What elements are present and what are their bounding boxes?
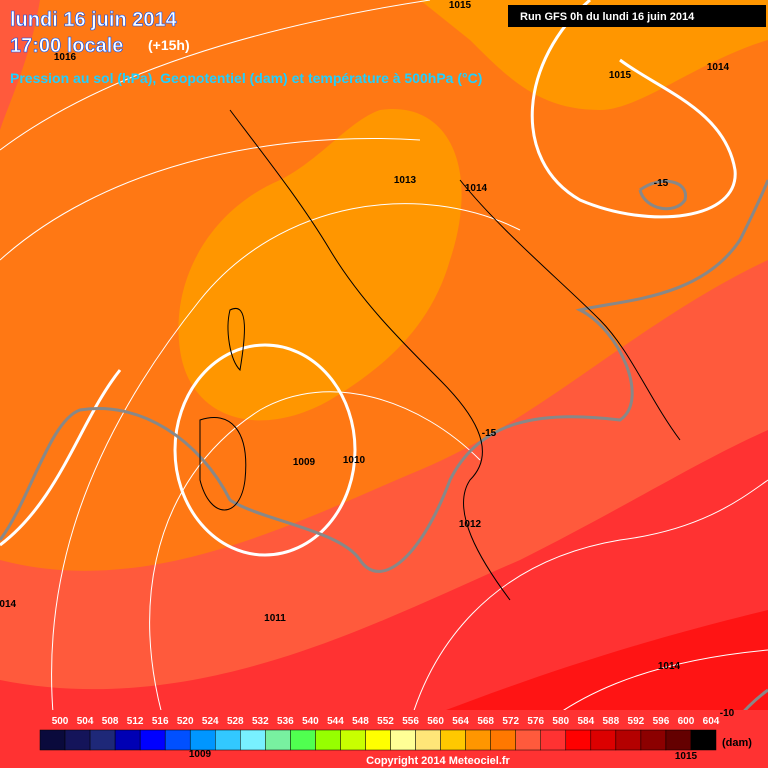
legend-label: 568 [477, 716, 494, 727]
map-label: -15 [482, 428, 497, 439]
map-label: 1015 [675, 751, 698, 762]
map-label: -10 [720, 708, 735, 719]
legend-swatch [590, 729, 617, 751]
map-label: 1015 [449, 0, 472, 11]
date: lundi 16 juin 2014 [10, 9, 178, 31]
map-label: 1014 [0, 599, 17, 610]
legend-label: 596 [653, 716, 670, 727]
legend-swatch [690, 729, 717, 751]
legend-label: 540 [302, 716, 319, 727]
map-label: 1016 [54, 52, 77, 63]
map-label: 1010 [343, 455, 366, 466]
legend-swatch [665, 729, 692, 751]
legend-label: 548 [352, 716, 369, 727]
legend-swatch [440, 729, 466, 751]
legend-swatch [89, 729, 116, 751]
legend-swatch [139, 729, 166, 751]
cool-band [0, 0, 40, 130]
map-label: 1011 [264, 613, 286, 624]
legend-label: 564 [452, 716, 469, 727]
legend-label: 544 [327, 716, 344, 727]
legend-swatch [189, 729, 216, 751]
legend-swatch [465, 729, 491, 751]
warm-band [420, 0, 768, 110]
map-label: 1009 [293, 457, 316, 468]
legend-label: 532 [252, 716, 269, 727]
legend-swatch [615, 729, 642, 751]
map-label: 1014 [658, 661, 681, 672]
run-box [508, 5, 766, 27]
map-label: 1014 [707, 62, 730, 73]
legend-swatch [640, 729, 667, 751]
map-label: 1009 [189, 749, 212, 760]
legend-label: 528 [227, 716, 244, 727]
legend-swatch [265, 729, 291, 751]
legend-swatch [565, 729, 592, 751]
main-isobars [0, 0, 737, 557]
time: 17:00 locale [10, 35, 123, 57]
legend-swatch [240, 729, 266, 751]
legend-label: 584 [577, 716, 594, 727]
legend-label: 508 [102, 716, 119, 727]
legend-label: 588 [603, 716, 620, 727]
legend-label: 516 [152, 716, 169, 727]
map-label: 1012 [459, 519, 482, 530]
map-label: 1014 [465, 183, 488, 194]
legend-swatch [540, 729, 567, 751]
legend-swatch [290, 729, 316, 751]
warm-core [178, 109, 462, 421]
legend-label: 512 [127, 716, 144, 727]
legend-swatch [164, 729, 191, 751]
legend-label: 592 [628, 716, 645, 727]
legend-label: 576 [527, 716, 544, 727]
legend-swatch [215, 729, 241, 751]
legend-label: 604 [703, 716, 720, 727]
legend-swatch [114, 729, 141, 751]
legend-swatch [39, 729, 66, 751]
offset: (+15h) [148, 37, 190, 53]
legend-label: 500 [52, 716, 69, 727]
legend-label: 560 [427, 716, 444, 727]
legend-swatch [415, 729, 441, 751]
run-info: Run GFS 0h du lundi 16 juin 2014 [520, 11, 695, 23]
map-label: 1013 [394, 175, 417, 186]
legend-label: 600 [678, 716, 695, 727]
legend-label: 572 [502, 716, 519, 727]
legend-label: 504 [77, 716, 94, 727]
legend-label: 556 [402, 716, 419, 727]
map-label: -15 [654, 178, 669, 189]
legend-swatch [515, 729, 541, 751]
map-label: 1015 [609, 70, 632, 81]
coastlines [199, 109, 681, 601]
legend-swatch [365, 729, 391, 751]
legend-swatch [315, 729, 341, 751]
copyright: Copyright 2014 Meteociel.fr [366, 755, 510, 767]
legend-label: 536 [277, 716, 294, 727]
legend-swatch [390, 729, 416, 751]
legend-swatch [490, 729, 516, 751]
legend-swatch [64, 729, 91, 751]
legend-label: 520 [177, 716, 194, 727]
legend-swatch [340, 729, 366, 751]
legend-unit: (dam) [722, 737, 752, 749]
legend-label: 552 [377, 716, 394, 727]
legend-label: 524 [202, 716, 219, 727]
legend-label: 580 [552, 716, 569, 727]
subtitle: Pression au sol (hPa), Geopotentiel (dam… [10, 70, 482, 86]
